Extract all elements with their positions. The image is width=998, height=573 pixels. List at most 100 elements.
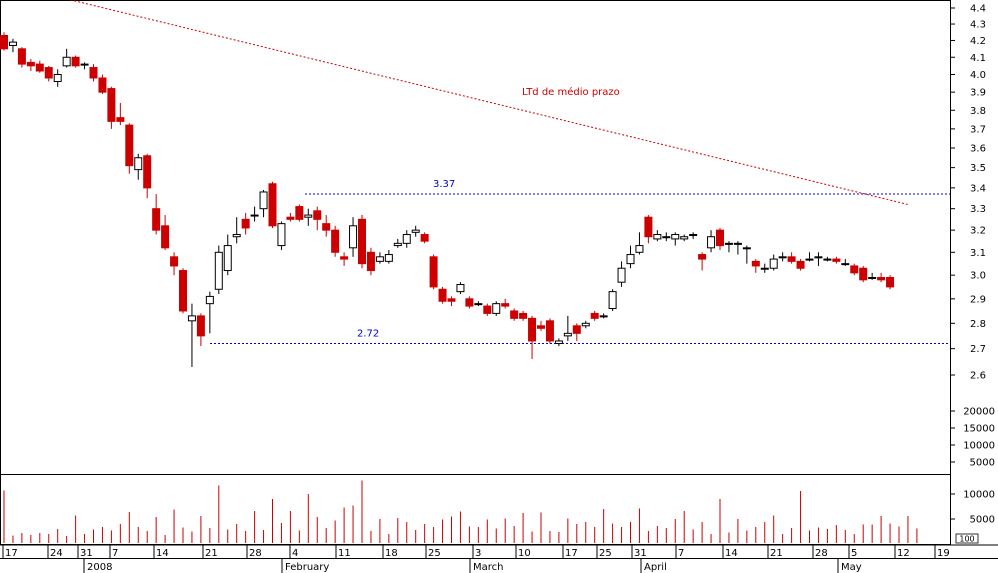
candle (304, 208, 313, 226)
candle-body (277, 223, 286, 247)
candle (420, 232, 429, 244)
candle-body (214, 251, 223, 290)
x-tick-label: 28 (249, 548, 262, 559)
candle-body (608, 291, 617, 310)
candle-body (26, 61, 35, 67)
candle (62, 48, 71, 68)
candle-body (724, 242, 733, 245)
candle (492, 301, 501, 316)
volume-scale-label: 15000 (963, 424, 995, 435)
candle-body (689, 234, 698, 237)
candle-body (590, 312, 599, 319)
x-tick-label: 28 (815, 548, 828, 559)
candle (519, 310, 528, 321)
month-label: 2008 (87, 562, 112, 573)
candle-body (653, 234, 662, 240)
candle-body (545, 320, 554, 342)
candle-body (877, 277, 886, 281)
month-label: February (285, 562, 329, 573)
candle (617, 261, 626, 287)
x-tick-label: 14 (156, 548, 169, 559)
x-tick-label: 18 (385, 548, 398, 559)
candle (322, 215, 331, 237)
candle (671, 232, 680, 246)
candle (474, 301, 483, 307)
candle-body (241, 218, 250, 229)
candle (134, 153, 143, 180)
x-tick-label: 11 (338, 548, 351, 559)
candle-body (331, 229, 340, 253)
volume-axis-label: 100 (959, 535, 974, 544)
volume-scale-label: 20000 (963, 407, 995, 418)
volume-panel-label: 10000 (963, 490, 995, 501)
x-tick-label: 4 (292, 548, 298, 559)
x-tick-label: 7 (678, 548, 684, 559)
candle-body (483, 305, 492, 314)
candle-body (635, 245, 644, 253)
candle-body (501, 303, 510, 307)
candle (295, 204, 304, 222)
y-tick-label: 4.1 (970, 53, 986, 64)
candle-body (563, 332, 572, 337)
price-panel-frame (0, 0, 951, 475)
horizontal-line-label: 2.72 (357, 329, 379, 340)
candle-body (617, 267, 626, 283)
candle-body (187, 315, 196, 322)
candle (125, 123, 134, 174)
x-tick-label: 14 (725, 548, 738, 559)
trend-line (69, 0, 909, 205)
candle (751, 259, 760, 273)
candle (868, 272, 877, 280)
candle-body (698, 254, 707, 260)
candle-body (232, 234, 241, 238)
y-tick-label: 3.7 (970, 124, 986, 135)
candle (456, 282, 465, 295)
candle-body (823, 258, 832, 261)
candle (277, 221, 286, 251)
candle-body (62, 56, 71, 67)
y-tick-label: 4.0 (970, 70, 986, 81)
x-tick-label: 25 (428, 548, 441, 559)
candle-body (814, 256, 823, 259)
candle-body (742, 247, 751, 250)
candle (608, 289, 617, 311)
x-tick-label: 5 (851, 548, 857, 559)
candle (143, 153, 152, 199)
candle (179, 268, 187, 314)
candle (232, 217, 241, 244)
candle (698, 252, 707, 271)
candle-body (313, 210, 322, 220)
x-axis-group: 17 24 31 7 14 21 28 4 11 18 25 3 10 17 25 31 7 14 21 28 5 12 1… (2, 545, 950, 573)
candle (349, 217, 358, 257)
candle (483, 303, 492, 316)
y-tick-label: 3.4 (970, 183, 986, 194)
candle-body (411, 229, 420, 233)
candle-body (572, 325, 581, 334)
candle-body (402, 234, 411, 244)
x-tick-label: 17 (5, 548, 18, 559)
candles-group (0, 32, 895, 367)
candle (366, 247, 375, 276)
candle (626, 245, 635, 269)
candle (537, 320, 545, 331)
candle-body (35, 63, 44, 72)
candle (760, 263, 769, 273)
y-tick-label: 2.9 (970, 294, 986, 305)
candle (98, 74, 107, 94)
candle-body (375, 256, 384, 262)
candle-body (143, 155, 152, 189)
candle-body (420, 234, 429, 242)
candle (814, 252, 823, 266)
x-tick-label: 12 (897, 548, 910, 559)
candle-body (250, 214, 259, 217)
candle (707, 230, 716, 253)
candle (259, 189, 268, 218)
candle-body (349, 225, 358, 249)
volume-scale-label: 5000 (970, 458, 995, 469)
candle (152, 194, 161, 235)
candle-body (751, 260, 760, 267)
month-label: April (644, 562, 667, 573)
candle (823, 256, 832, 262)
candle-body (599, 315, 608, 318)
candle-body (760, 267, 769, 270)
